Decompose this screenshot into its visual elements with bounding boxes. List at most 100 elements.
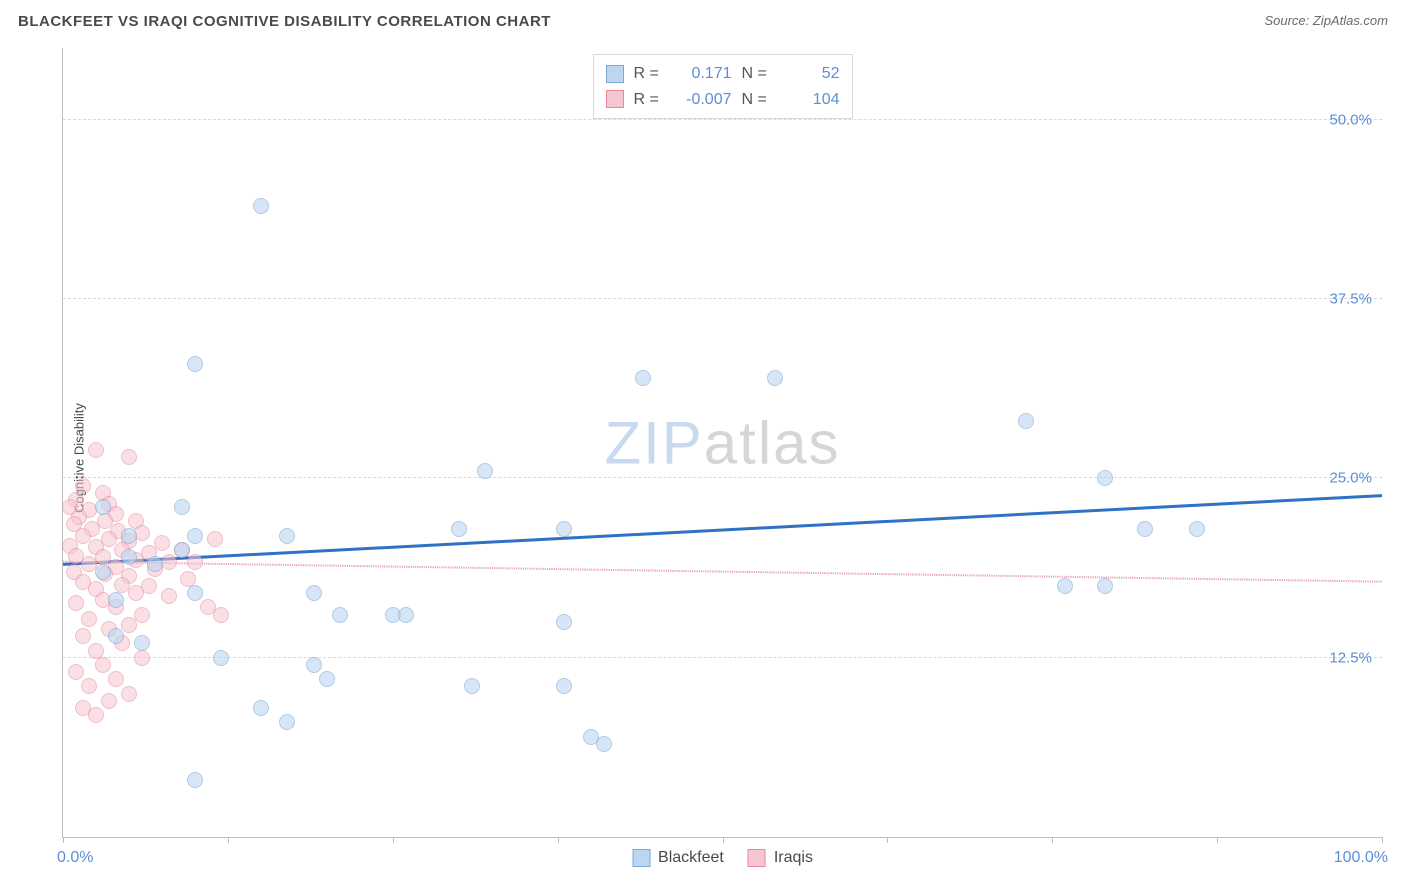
data-point-blackfeet [187,528,203,544]
y-tick-label: 37.5% [1329,291,1372,308]
data-point-blackfeet [108,592,124,608]
data-point-blackfeet [1018,413,1034,429]
data-point-iraqis [213,607,229,623]
chart-title: BLACKFEET VS IRAQI COGNITIVE DISABILITY … [18,13,551,30]
data-point-blackfeet [1189,521,1205,537]
data-point-blackfeet [187,585,203,601]
r-value-blackfeet: 0.171 [672,61,732,87]
x-tick [558,837,559,843]
data-point-blackfeet [767,370,783,386]
trend-line-iraqis [63,562,1382,582]
trend-lines [63,48,1382,837]
data-point-blackfeet [174,542,190,558]
legend-item-iraqis: Iraqis [748,849,813,867]
y-tick-label: 25.0% [1329,470,1372,487]
gridline [63,119,1382,120]
data-point-blackfeet [398,607,414,623]
data-point-blackfeet [306,585,322,601]
swatch-iraqis [606,90,624,108]
data-point-iraqis [68,664,84,680]
source-name: ZipAtlas.com [1313,13,1388,28]
data-point-iraqis [121,686,137,702]
data-point-iraqis [75,528,91,544]
data-point-blackfeet [108,628,124,644]
x-axis-max-label: 100.0% [1334,849,1388,867]
x-tick [393,837,394,843]
data-point-iraqis [134,650,150,666]
watermark: ZIPatlas [604,408,840,477]
data-point-iraqis [207,531,223,547]
data-point-blackfeet [1097,470,1113,486]
series-label-blackfeet: Blackfeet [658,849,724,867]
data-point-blackfeet [556,678,572,694]
data-point-blackfeet [95,499,111,515]
data-point-blackfeet [121,549,137,565]
data-point-blackfeet [187,356,203,372]
r-label: R = [634,61,662,87]
data-point-iraqis [154,535,170,551]
data-point-blackfeet [464,678,480,694]
swatch-blackfeet [606,65,624,83]
y-tick-label: 50.0% [1329,111,1372,128]
data-point-blackfeet [1097,578,1113,594]
n-value-blackfeet: 52 [780,61,840,87]
data-point-iraqis [88,707,104,723]
trend-line-blackfeet [63,496,1382,565]
data-point-blackfeet [477,463,493,479]
data-point-blackfeet [451,521,467,537]
gridline [63,477,1382,478]
data-point-blackfeet [306,657,322,673]
source-prefix: Source: [1264,13,1312,28]
n-label: N = [742,61,770,87]
scatter-plot: ZIPatlas R = 0.171 N = 52 R = -0.007 N =… [62,48,1382,838]
data-point-blackfeet [1057,578,1073,594]
data-point-iraqis [101,693,117,709]
data-point-blackfeet [253,700,269,716]
data-point-iraqis [134,607,150,623]
r-label: R = [634,87,662,113]
data-point-blackfeet [556,521,572,537]
legend-stats: R = 0.171 N = 52 R = -0.007 N = 104 [593,54,853,119]
data-point-blackfeet [213,650,229,666]
x-axis-min-label: 0.0% [57,849,93,867]
swatch-blackfeet [632,849,650,867]
chart-container: Cognitive Disability ZIPatlas R = 0.171 … [18,42,1388,874]
y-tick-label: 12.5% [1329,649,1372,666]
data-point-iraqis [121,449,137,465]
legend-row-blackfeet: R = 0.171 N = 52 [606,61,840,87]
data-point-blackfeet [332,607,348,623]
data-point-blackfeet [279,528,295,544]
data-point-iraqis [128,585,144,601]
x-tick [63,837,64,843]
data-point-blackfeet [279,714,295,730]
x-tick [1217,837,1218,843]
data-point-iraqis [161,588,177,604]
data-point-blackfeet [596,736,612,752]
data-point-blackfeet [134,635,150,651]
n-label: N = [742,87,770,113]
data-point-iraqis [95,657,111,673]
data-point-blackfeet [121,528,137,544]
series-label-iraqis: Iraqis [774,849,813,867]
data-point-iraqis [68,595,84,611]
data-point-iraqis [108,671,124,687]
data-point-iraqis [121,617,137,633]
x-tick [228,837,229,843]
data-point-blackfeet [187,772,203,788]
data-point-blackfeet [253,198,269,214]
data-point-blackfeet [95,564,111,580]
x-tick [887,837,888,843]
x-tick [723,837,724,843]
data-point-blackfeet [635,370,651,386]
watermark-zip: ZIP [604,409,703,476]
data-point-blackfeet [174,499,190,515]
source-attribution: Source: ZipAtlas.com [1264,12,1388,30]
legend-row-iraqis: R = -0.007 N = 104 [606,87,840,113]
legend-series: Blackfeet Iraqis [632,849,813,867]
data-point-blackfeet [1137,521,1153,537]
x-tick [1382,837,1383,843]
data-point-blackfeet [319,671,335,687]
watermark-atlas: atlas [704,409,841,476]
legend-item-blackfeet: Blackfeet [632,849,724,867]
data-point-iraqis [81,678,97,694]
